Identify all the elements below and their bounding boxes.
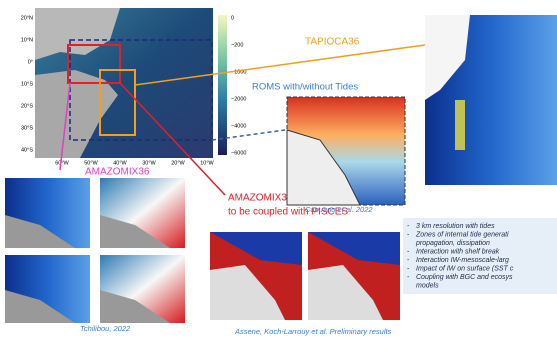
lon-labels: 60°W 50°W 40°W 30°W 20°W 10°W <box>55 160 214 166</box>
lat-label: 0° <box>28 59 33 65</box>
bullet: Coupling with BGC and ecosys <box>416 274 513 281</box>
colorbar-label: −2000 <box>231 96 246 102</box>
lat-label: 20°S <box>21 103 33 109</box>
colorbar-label: −4000 <box>231 123 246 129</box>
label: TAPIOCA36 <box>305 37 360 48</box>
lat-label: 10°N <box>21 37 33 43</box>
bullet: propagation, dissipation <box>415 240 490 247</box>
bullet: 3 km resolution with tides <box>416 223 495 230</box>
lon-label: 10°W <box>200 160 214 166</box>
caption: Assene, Koch-Larrouy et al. Preliminary … <box>234 327 392 336</box>
lon-label: 50°W <box>84 160 98 166</box>
bullet-list: 3 km resolution with tides-Zones of inte… <box>407 223 514 290</box>
label: AMAZOMIX36 <box>85 167 150 178</box>
label: ROMS with/without Tides <box>252 82 358 93</box>
lat-label: 10°S <box>21 81 33 87</box>
lon-label: 60°W <box>55 160 69 166</box>
bullet: Interaction IW-mesoscale-larg <box>416 257 509 264</box>
colorbar <box>218 15 227 155</box>
lon-label: 40°W <box>113 160 127 166</box>
colorbar-label: −200 <box>231 42 243 48</box>
lon-label: 20°W <box>171 160 185 166</box>
lon-label: 30°W <box>142 160 156 166</box>
lat-labels: 20°N 10°N 0° 10°S 20°S 30°S 40°S <box>21 15 34 153</box>
lat-label: 20°N <box>21 15 33 21</box>
bullet: Impact of IW on surface (SST c <box>416 265 514 272</box>
slide: 20°N 10°N 0° 10°S 20°S 30°S 40°S 60°W 50°W 40°W 3… <box>0 0 557 338</box>
colorbar-label: 0 <box>231 15 234 21</box>
highlight <box>455 100 465 150</box>
lat-label: 40°S <box>21 147 33 153</box>
lat-label: 30°S <box>21 125 33 131</box>
bullet: models <box>416 282 439 289</box>
caption: Capuano et al. 2022 <box>305 205 373 214</box>
colorbar-label: −6000 <box>231 150 246 156</box>
caption: Tchilibou, 2022 <box>80 324 131 333</box>
bullet: Zones of internal tide generati <box>415 231 509 238</box>
bullet: Interaction with shelf break <box>416 248 500 255</box>
colorbar-labels: 0−200−1000−2000−4000−6000 <box>231 15 246 156</box>
